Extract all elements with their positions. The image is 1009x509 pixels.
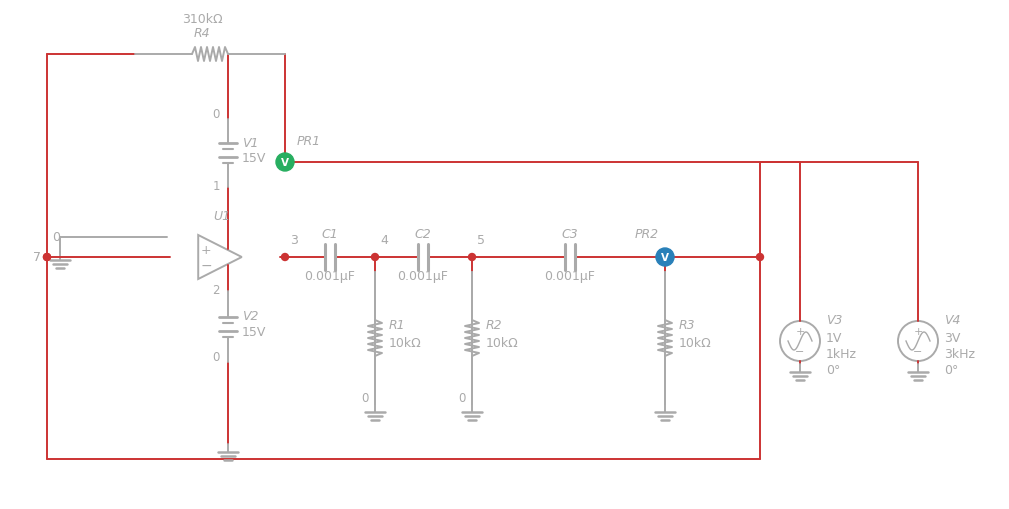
Circle shape <box>43 254 50 261</box>
Text: −: − <box>913 347 922 357</box>
Text: V4: V4 <box>944 314 961 326</box>
Text: 0°: 0° <box>944 363 959 376</box>
Text: 0: 0 <box>458 391 466 404</box>
Text: 5: 5 <box>477 234 485 246</box>
Text: V: V <box>281 158 289 167</box>
Text: C2: C2 <box>415 228 432 241</box>
Text: 3kHz: 3kHz <box>944 347 975 360</box>
Text: 0°: 0° <box>826 363 840 376</box>
Circle shape <box>371 254 378 261</box>
Text: 1kHz: 1kHz <box>826 347 857 360</box>
Text: 4: 4 <box>380 234 387 246</box>
Text: PR2: PR2 <box>635 228 659 241</box>
Text: −: − <box>201 259 212 272</box>
Text: 310kΩ: 310kΩ <box>182 13 222 26</box>
Text: 7: 7 <box>33 250 41 264</box>
Text: C1: C1 <box>322 228 338 241</box>
Text: 0.001μF: 0.001μF <box>545 269 595 282</box>
Text: 2: 2 <box>212 284 220 296</box>
Text: 15V: 15V <box>242 152 266 165</box>
Circle shape <box>757 254 764 261</box>
Text: 3: 3 <box>290 234 298 246</box>
Text: −: − <box>795 347 805 357</box>
Text: +: + <box>201 243 212 256</box>
Text: 0: 0 <box>212 350 220 363</box>
Text: 10kΩ: 10kΩ <box>679 336 711 349</box>
Text: +: + <box>795 326 805 336</box>
Text: 10kΩ: 10kΩ <box>486 336 519 349</box>
Text: V3: V3 <box>826 314 843 326</box>
Circle shape <box>468 254 475 261</box>
Text: V2: V2 <box>242 310 258 323</box>
Text: R3: R3 <box>679 318 695 331</box>
Text: 3V: 3V <box>944 331 961 344</box>
Text: C3: C3 <box>562 228 578 241</box>
Text: 1: 1 <box>212 180 220 192</box>
Text: 0.001μF: 0.001μF <box>398 269 448 282</box>
Text: V: V <box>661 252 669 263</box>
Circle shape <box>282 254 289 261</box>
Text: PR1: PR1 <box>297 135 321 148</box>
Text: R4: R4 <box>194 27 210 40</box>
Circle shape <box>43 254 50 261</box>
Text: 0: 0 <box>52 231 60 243</box>
Text: 15V: 15V <box>242 325 266 338</box>
Circle shape <box>662 254 669 261</box>
Text: 0: 0 <box>212 108 220 121</box>
Text: U1: U1 <box>214 210 231 222</box>
Text: +: + <box>913 326 922 336</box>
Text: R1: R1 <box>389 318 406 331</box>
Text: R2: R2 <box>486 318 502 331</box>
Text: 10kΩ: 10kΩ <box>389 336 422 349</box>
Circle shape <box>656 248 674 267</box>
Text: 0: 0 <box>361 391 368 404</box>
Text: 0.001μF: 0.001μF <box>305 269 355 282</box>
Circle shape <box>276 154 294 172</box>
Text: 1V: 1V <box>826 331 843 344</box>
Text: V1: V1 <box>242 137 258 150</box>
